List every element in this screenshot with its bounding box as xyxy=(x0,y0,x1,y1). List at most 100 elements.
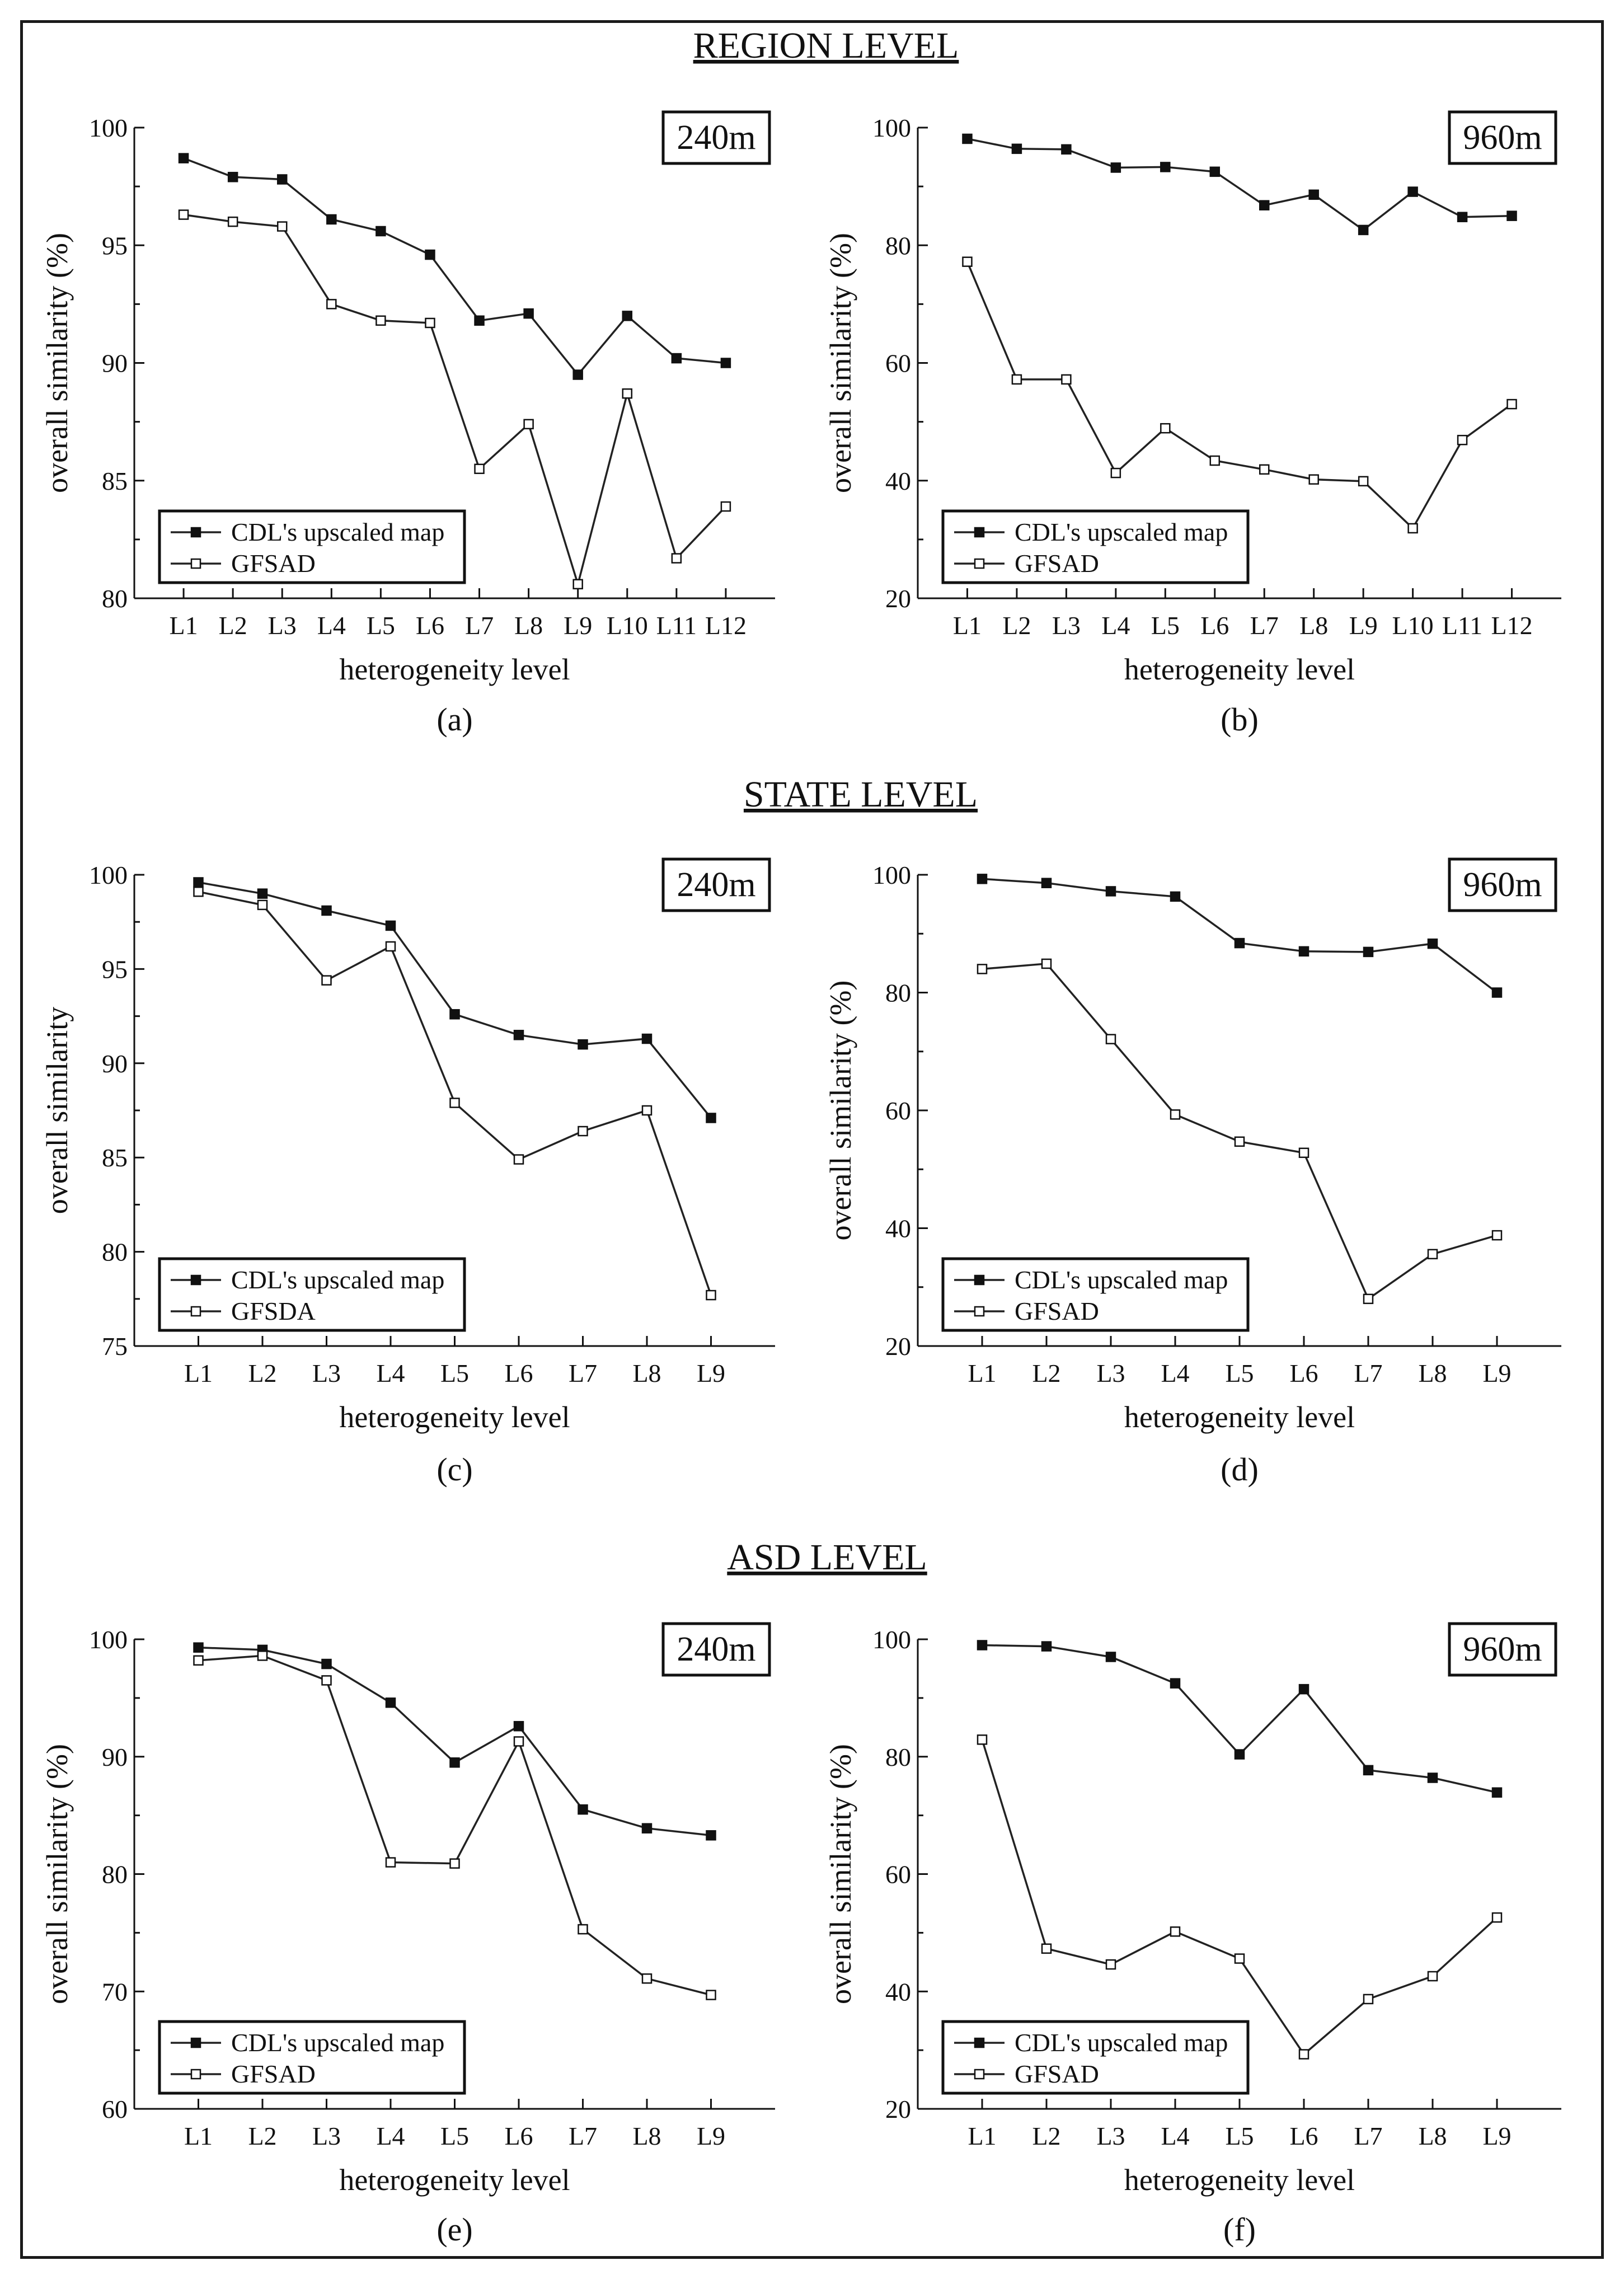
x-tick-label: L4 xyxy=(1101,611,1130,640)
y-tick-label: 20 xyxy=(885,1332,911,1361)
data-point xyxy=(1506,210,1517,221)
data-point xyxy=(706,1990,716,2000)
data-point xyxy=(1011,143,1022,154)
resolution-label: 240m xyxy=(677,866,755,904)
x-tick-label: L4 xyxy=(376,2122,405,2150)
chart-panel-a: 80 85 90 95 100 L1 L2 L3 L4 L5 L6 L7 L8 L9 L10 L11 L12 he… xyxy=(40,110,775,738)
y-tick-label: 90 xyxy=(102,1743,128,1771)
y-tick-label: 20 xyxy=(885,2095,911,2123)
x-tick-label: L4 xyxy=(1161,2122,1189,2150)
data-point xyxy=(276,221,288,232)
data-point xyxy=(1259,464,1270,475)
legend-box xyxy=(158,2020,466,2095)
x-tick-label: L6 xyxy=(504,1359,533,1387)
data-point xyxy=(178,153,189,163)
legend-box xyxy=(158,1257,466,1332)
x-tick-label: L1 xyxy=(968,1359,996,1387)
series-line-cdl xyxy=(198,881,712,1119)
y-tick-label: 80 xyxy=(102,1238,128,1267)
x-tick-label: L6 xyxy=(416,611,444,640)
data-point xyxy=(513,1720,524,1732)
y-tick-label: 60 xyxy=(102,2095,128,2123)
legend-label: CDL's upscaled map xyxy=(231,518,444,546)
y-tick-label: 100 xyxy=(872,114,911,142)
y-axis-label: overall similarity xyxy=(40,1007,74,1214)
data-point xyxy=(449,1757,460,1768)
x-tick-label: L8 xyxy=(514,611,543,640)
y-tick-label: 20 xyxy=(885,584,911,613)
section-title-state: STATE LEVEL xyxy=(744,774,978,815)
x-tick-label: L12 xyxy=(1491,611,1532,640)
resolution-box xyxy=(661,110,771,165)
data-point xyxy=(513,1154,524,1165)
data-point xyxy=(706,1830,716,1841)
data-point xyxy=(257,899,268,911)
data-point xyxy=(193,1655,204,1666)
data-point xyxy=(1363,1293,1374,1305)
x-tick-label: L2 xyxy=(1002,611,1031,640)
series-line-gfsad xyxy=(198,890,712,1296)
data-point xyxy=(227,172,238,182)
data-point xyxy=(1170,1678,1181,1689)
data-point xyxy=(641,1973,653,1984)
resolution-label: 240m xyxy=(677,1630,755,1668)
data-point xyxy=(1363,1994,1374,2005)
x-tick-label: L3 xyxy=(268,611,297,640)
resolution-label: 960m xyxy=(1463,119,1542,157)
panel-caption: (d) xyxy=(1221,1451,1259,1488)
data-point xyxy=(1407,186,1418,197)
data-point xyxy=(977,1734,988,1745)
series-line-gfsad xyxy=(183,213,727,588)
data-point xyxy=(1506,398,1517,410)
series-line-cdl xyxy=(982,878,1498,993)
legend-box xyxy=(158,509,466,584)
legend-marker xyxy=(974,1306,985,1317)
data-point xyxy=(1298,1684,1309,1695)
data-point xyxy=(1011,374,1022,385)
data-point xyxy=(1358,476,1369,487)
data-point xyxy=(193,877,204,888)
x-tick-label: L10 xyxy=(1392,611,1434,640)
data-point xyxy=(641,1823,653,1833)
x-tick-label: L5 xyxy=(440,2122,469,2150)
panel-caption: (f) xyxy=(1223,2211,1256,2248)
chart-panel-d: 20 40 60 80 100 L1 L2 L3 L4 L5 L6 L7 L8 L9 heterogenei… xyxy=(824,857,1561,1488)
data-point xyxy=(425,249,435,260)
x-tick-label: L1 xyxy=(953,611,982,640)
data-point xyxy=(385,941,396,952)
data-point xyxy=(276,174,288,185)
x-tick-label: L3 xyxy=(1052,611,1081,640)
resolution-label: 240m xyxy=(677,119,755,157)
data-point xyxy=(1170,1926,1181,1937)
data-point xyxy=(1457,434,1468,446)
data-point xyxy=(449,1009,460,1020)
data-point xyxy=(1234,1953,1245,1964)
data-point xyxy=(1308,474,1319,485)
data-point xyxy=(641,1033,653,1044)
x-tick-label: L2 xyxy=(248,2122,276,2150)
data-point xyxy=(1041,958,1052,969)
y-tick-label: 80 xyxy=(102,1860,128,1889)
x-tick-label: L5 xyxy=(440,1359,469,1387)
data-point xyxy=(572,579,583,590)
data-point xyxy=(1363,946,1374,958)
y-tick-label: 60 xyxy=(885,1096,911,1125)
x-tick-label: L5 xyxy=(367,611,395,640)
x-tick-label: L1 xyxy=(170,611,198,640)
x-tick-label: L7 xyxy=(1354,1359,1382,1387)
y-tick-label: 100 xyxy=(89,114,128,142)
section-title-asd: ASD LEVEL xyxy=(727,1537,927,1578)
y-axis-label: overall similarity (%) xyxy=(824,1744,857,2004)
y-tick-label: 90 xyxy=(102,349,128,378)
data-point xyxy=(1363,1765,1374,1776)
data-point xyxy=(449,1098,460,1108)
data-point xyxy=(1041,1943,1052,1954)
chart-panel-b: 20 40 60 80 100 L1 L2 L3 L4 L5 L6 L7 L8 L9 L10 L11 L12 he… xyxy=(824,110,1561,738)
legend-box xyxy=(941,2020,1250,2095)
y-axis-label: overall similarity (%) xyxy=(40,233,74,493)
data-point xyxy=(1298,946,1309,957)
data-point xyxy=(425,317,435,329)
y-tick-label: 90 xyxy=(102,1049,128,1078)
legend-label: GFSAD xyxy=(1015,2060,1099,2088)
data-point xyxy=(1427,1249,1438,1260)
